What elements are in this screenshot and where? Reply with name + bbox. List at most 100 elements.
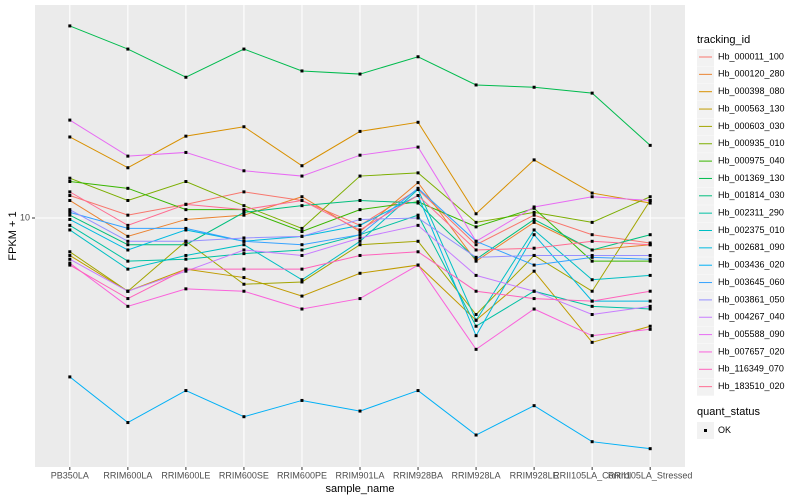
point	[532, 307, 536, 311]
point	[358, 223, 362, 227]
point	[648, 253, 652, 257]
point	[300, 243, 304, 247]
point	[126, 223, 130, 227]
point	[648, 299, 652, 303]
point	[416, 389, 420, 393]
point	[648, 307, 652, 311]
point-legend-title: quant_status	[697, 406, 760, 418]
point	[300, 267, 304, 271]
point	[300, 174, 304, 178]
point	[242, 289, 246, 293]
point	[300, 226, 304, 230]
point	[474, 212, 478, 216]
point	[300, 198, 304, 202]
point	[648, 257, 652, 261]
point	[126, 226, 130, 230]
point	[590, 313, 594, 317]
point	[474, 243, 478, 247]
point	[184, 228, 188, 232]
point	[300, 294, 304, 298]
x-tick-label: RRIM600LE	[161, 470, 210, 480]
point	[358, 243, 362, 247]
point-legend-label: OK	[718, 425, 731, 435]
point	[68, 118, 72, 122]
point	[242, 208, 246, 212]
point	[184, 239, 188, 243]
point	[590, 289, 594, 293]
point	[358, 72, 362, 76]
point	[242, 252, 246, 256]
point	[68, 253, 72, 257]
point	[416, 239, 420, 243]
point	[416, 181, 420, 185]
legend-label: Hb_000935_010	[718, 138, 785, 148]
point	[474, 289, 478, 293]
point	[416, 216, 420, 220]
x-tick-label: RRIM928BA	[393, 470, 443, 480]
point	[590, 195, 594, 199]
point	[532, 158, 536, 162]
point	[590, 299, 594, 303]
legend-label: Hb_003861_050	[718, 294, 785, 304]
point	[474, 239, 478, 243]
point	[68, 263, 72, 267]
point	[126, 289, 130, 293]
point	[416, 201, 420, 205]
x-tick-label: RRII105LA_Stressed	[608, 470, 693, 480]
point	[68, 250, 72, 254]
legend-label: Hb_002375_010	[718, 225, 785, 235]
point	[68, 257, 72, 261]
point	[68, 217, 72, 221]
point	[184, 257, 188, 261]
x-tick-label: RRIM928LA	[452, 470, 501, 480]
legend-label: Hb_000563_130	[718, 103, 785, 113]
point	[590, 233, 594, 237]
point	[532, 220, 536, 224]
point	[648, 289, 652, 293]
point	[358, 409, 362, 413]
x-tick-label: RRII105LA_Control	[553, 470, 631, 480]
point	[358, 153, 362, 157]
point	[474, 83, 478, 87]
point	[358, 236, 362, 240]
point	[184, 217, 188, 221]
point	[590, 255, 594, 259]
point	[474, 313, 478, 317]
point	[590, 253, 594, 257]
point	[126, 259, 130, 263]
point	[184, 253, 188, 257]
point	[416, 171, 420, 175]
point	[416, 250, 420, 254]
point	[590, 304, 594, 308]
point	[532, 404, 536, 408]
point	[358, 233, 362, 237]
point	[532, 246, 536, 250]
point	[532, 210, 536, 214]
point	[184, 180, 188, 184]
point	[358, 228, 362, 232]
legend-label: Hb_005588_090	[718, 329, 785, 339]
legend-label: Hb_001814_030	[718, 190, 785, 200]
legend-label: Hb_183510_020	[718, 381, 785, 391]
point	[300, 280, 304, 284]
point	[68, 213, 72, 217]
point	[242, 267, 246, 271]
point	[126, 239, 130, 243]
point	[416, 194, 420, 198]
point	[242, 125, 246, 129]
point	[242, 239, 246, 243]
legend-label: Hb_001369_130	[718, 173, 785, 183]
point	[532, 217, 536, 221]
point	[358, 239, 362, 243]
point	[126, 198, 130, 202]
point	[532, 263, 536, 267]
point	[300, 253, 304, 257]
point	[184, 134, 188, 138]
point	[358, 174, 362, 178]
point	[648, 201, 652, 205]
legend-label: Hb_000398_080	[718, 86, 785, 96]
point	[358, 297, 362, 301]
point	[126, 186, 130, 190]
point	[126, 234, 130, 238]
